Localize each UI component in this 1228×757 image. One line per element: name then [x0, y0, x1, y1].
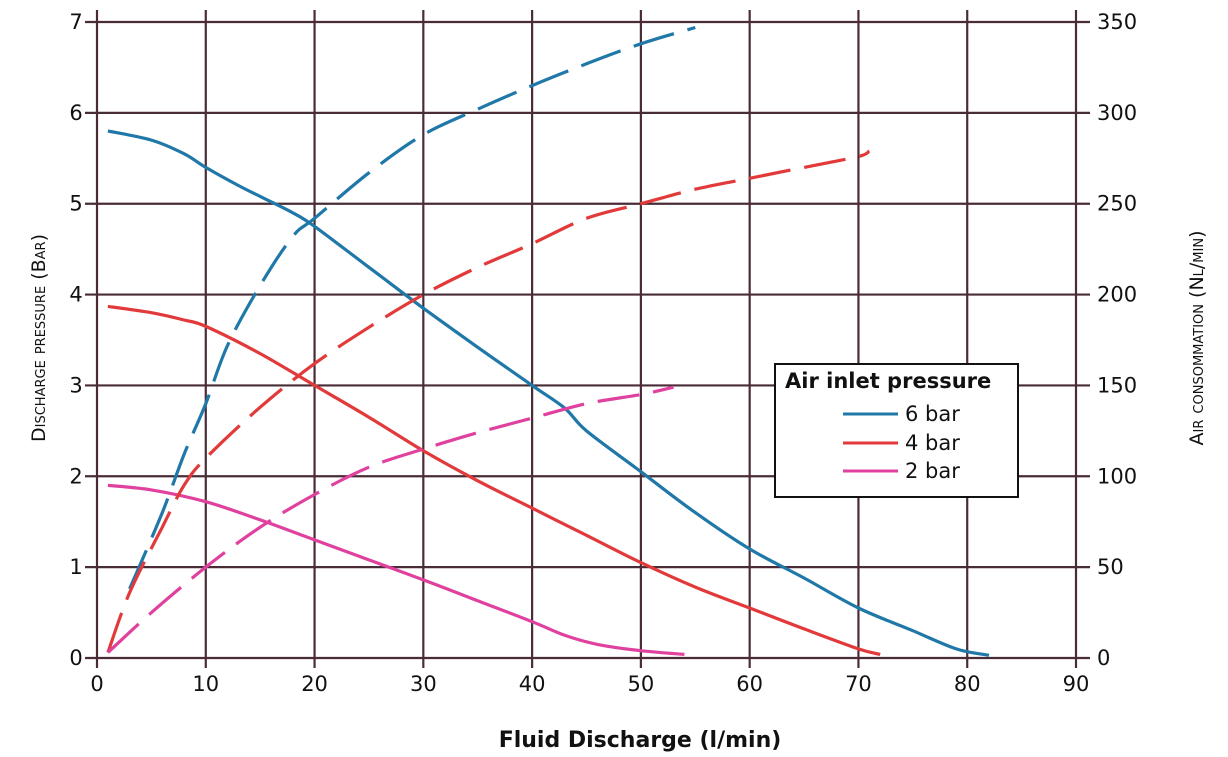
x-tick-label-7: 70	[845, 672, 872, 696]
x-tick-label-9: 90	[1063, 672, 1090, 696]
x-axis-title: Fluid Discharge (l/min)	[499, 728, 782, 753]
y-left-tick-label-2: 2	[69, 464, 82, 488]
series-line-4bar-air-consumption	[106, 149, 871, 654]
y-right-tick-label-1: 50	[1097, 555, 1124, 579]
y-left-tick-label-5: 5	[69, 192, 82, 216]
y-left-tick-labels: 0 1 2 3 4 5 6 7	[69, 10, 82, 670]
y-right-axis-title: Air consommation (Nl/min)	[1186, 231, 1208, 446]
legend-entry-4bar: 4 bar	[905, 431, 960, 455]
y-right-tick-label-2: 100	[1097, 464, 1137, 488]
y-left-tick-label-4: 4	[69, 283, 82, 307]
legend: Air inlet pressure 6 bar 4 bar 2 bar	[774, 363, 1019, 498]
legend-title: Air inlet pressure	[785, 369, 991, 393]
x-tick-label-2: 20	[301, 672, 328, 696]
series-group	[106, 25, 990, 657]
x-tick-label-1: 10	[192, 672, 219, 696]
y-right-tick-label-5: 250	[1097, 192, 1137, 216]
x-tick-label-8: 80	[954, 672, 981, 696]
y-left-tick-label-3: 3	[69, 373, 82, 397]
y-right-tick-label-4: 200	[1097, 283, 1137, 307]
y-right-tick-label-3: 150	[1097, 373, 1137, 397]
x-tick-labels: 0 10 20 30 40 50 60 70 80 90	[90, 672, 1089, 696]
series-line-4bar-discharge-pressure	[107, 304, 881, 656]
series-line-6bar-discharge-pressure	[107, 129, 990, 657]
series-line-2bar-discharge-pressure	[107, 483, 685, 656]
y-right-tick-label-6: 300	[1097, 101, 1137, 125]
y-left-tick-label-7: 7	[69, 10, 82, 34]
y-left-axis-title: Discharge pressure (Bar)	[28, 234, 50, 442]
y-right-tick-labels: 0 50 100 150 200 250 300 350	[1097, 10, 1137, 670]
series-line-6bar-air-consumption	[128, 25, 696, 590]
x-tick-label-3: 30	[410, 672, 437, 696]
y-left-tick-label-1: 1	[69, 555, 82, 579]
x-tick-label-5: 50	[628, 672, 655, 696]
y-right-tick-label-0: 0	[1097, 646, 1110, 670]
series-line-2bar-air-consumption	[106, 385, 674, 654]
legend-entry-2bar: 2 bar	[905, 459, 960, 483]
legend-entry-6bar: 6 bar	[905, 402, 960, 426]
x-tick-label-0: 0	[90, 672, 103, 696]
y-left-tick-label-0: 0	[69, 646, 82, 670]
legend-box	[774, 363, 1019, 498]
y-right-tick-label-7: 350	[1097, 10, 1137, 34]
y-left-tick-label-6: 6	[69, 101, 82, 125]
x-tick-label-4: 40	[519, 672, 546, 696]
x-tick-label-6: 60	[736, 672, 763, 696]
